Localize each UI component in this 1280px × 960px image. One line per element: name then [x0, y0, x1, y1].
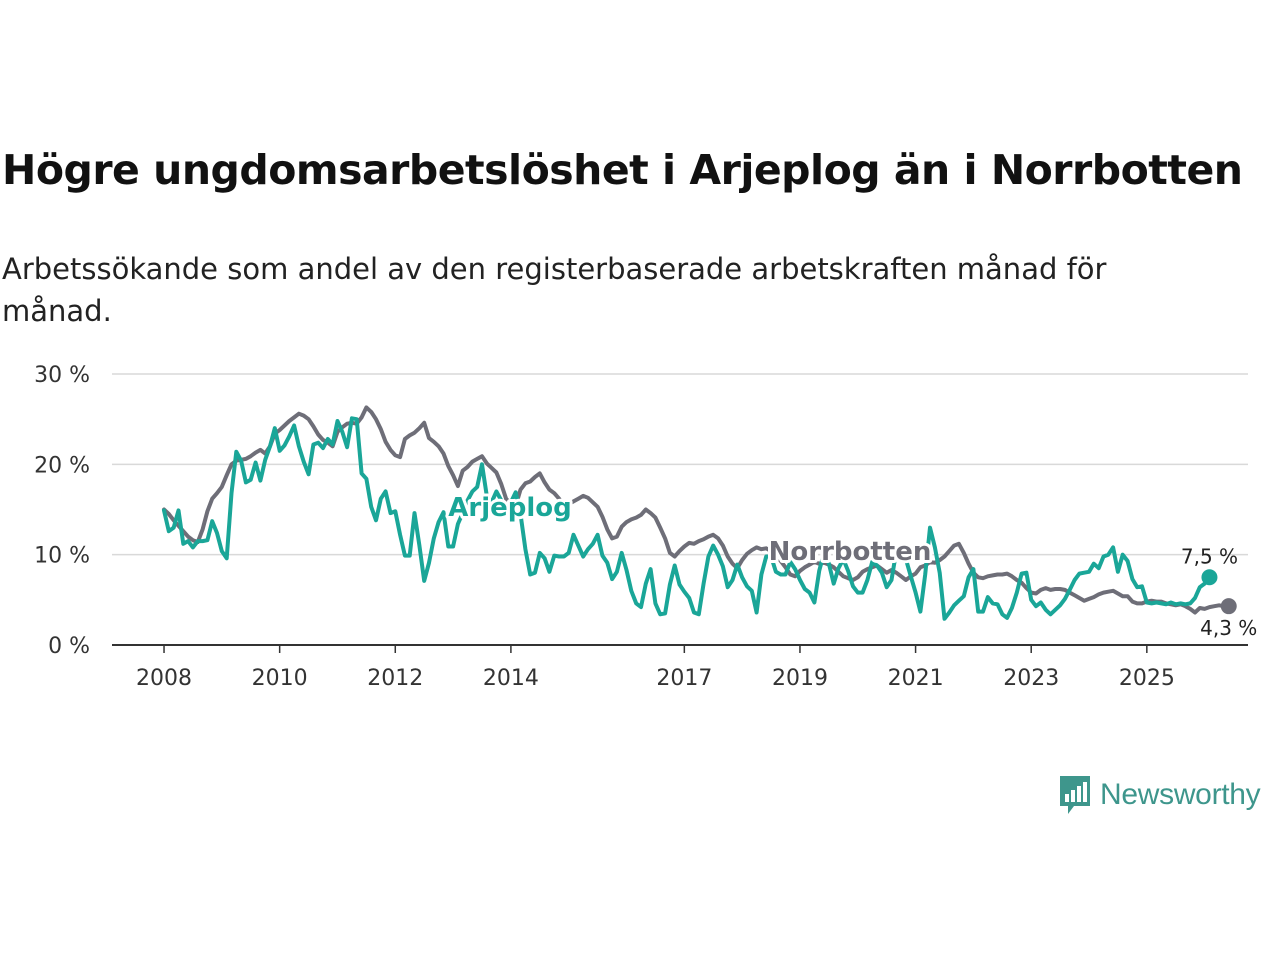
x-tick-label: 2023 [1003, 666, 1059, 691]
series-line-norrbotten [162, 405, 1231, 615]
x-tick-label: 2010 [252, 666, 308, 691]
x-tick-label: 2014 [483, 666, 539, 691]
series-labels: 4,3 % 7,5 % Norrbotten Arjeplog [445, 490, 1257, 640]
x-tick-label: 2019 [772, 666, 828, 691]
end-label-arjeplog: 7,5 % [1181, 544, 1238, 568]
series-lines [162, 405, 1231, 621]
newsworthy-logo: Newsworthy [1058, 774, 1261, 816]
x-axis: 2008 2010 2012 2014 2017 2019 2021 2023 2025 [136, 645, 1175, 691]
end-label-norrbotten: 4,3 % [1200, 616, 1257, 640]
gridlines: 0 % 10 % 20 % 30 % [34, 363, 1248, 659]
y-tick-label: 30 % [34, 363, 90, 388]
end-marker-norrbotten [1220, 598, 1237, 615]
bar-chart-speech-bubble-icon [1060, 776, 1090, 814]
line-chart: 0 % 10 % 20 % 30 % 2008 2010 2012 2014 2017 2019… [34, 363, 1257, 691]
y-tick-label: 0 % [48, 634, 90, 659]
x-tick-label: 2008 [136, 666, 192, 691]
y-tick-label: 10 % [34, 544, 90, 569]
x-tick-label: 2017 [656, 666, 712, 691]
end-marker-arjeplog [1201, 569, 1218, 586]
brand-name: Newsworthy [1100, 778, 1261, 811]
x-tick-label: 2012 [367, 666, 423, 691]
y-tick-label: 20 % [34, 453, 90, 478]
chart-title: Högre ungdomsarbetslöshet i Arjeplog än … [2, 146, 1243, 194]
x-tick-label: 2025 [1119, 666, 1175, 691]
series-label-norrbotten: Norrbotten [769, 537, 932, 567]
x-tick-label: 2021 [888, 666, 944, 691]
series-label-arjeplog: Arjeplog [448, 493, 572, 523]
series-line-arjeplog [162, 416, 1212, 621]
chart-subtitle: Arbetssökande som andel av den registerb… [2, 252, 1107, 328]
